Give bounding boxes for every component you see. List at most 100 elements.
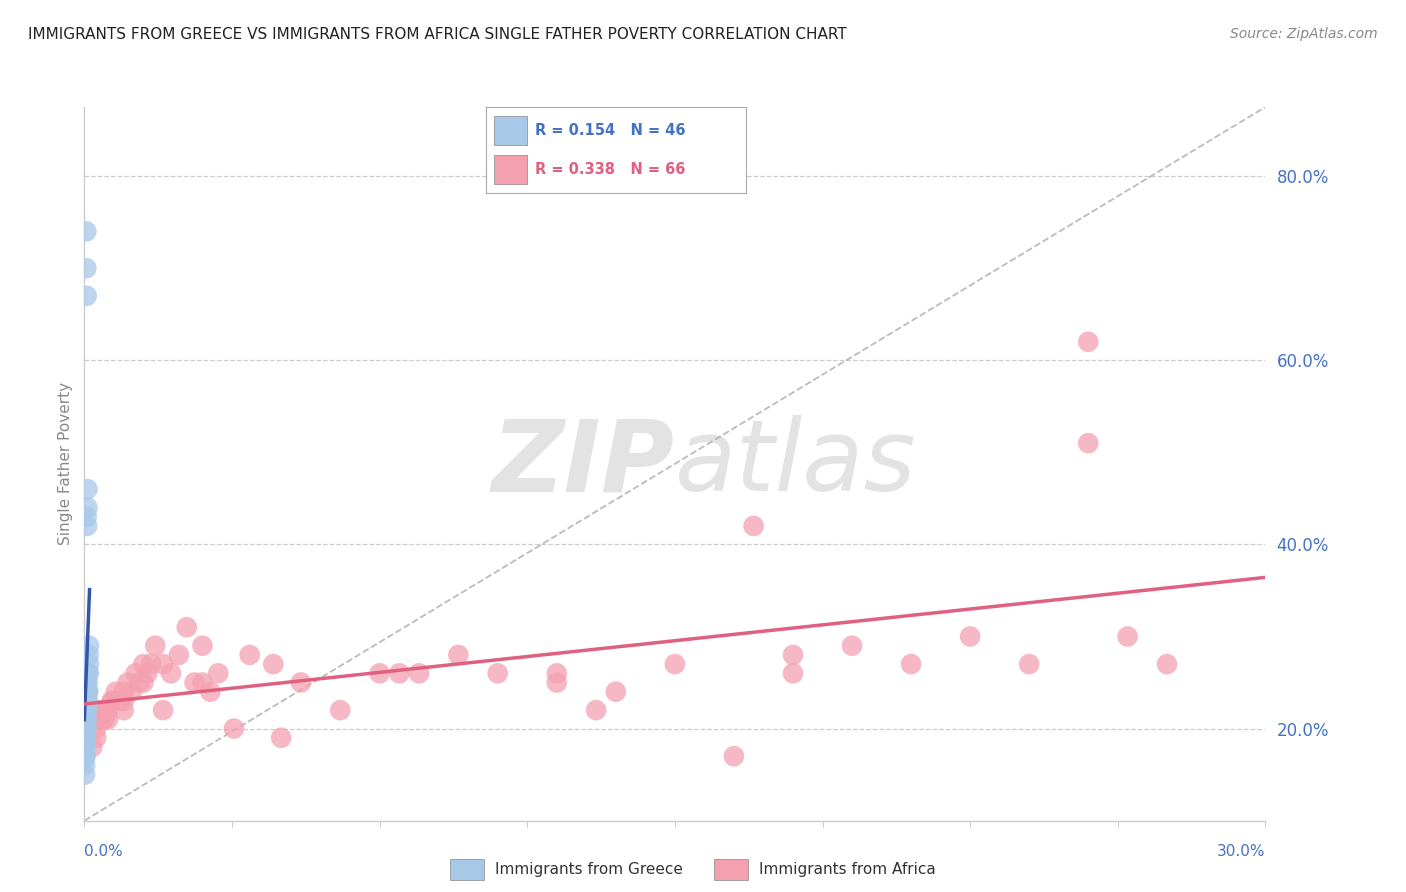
Point [75,722,97,736]
Point [143,639,166,653]
Point [75,675,97,690]
Text: R = 0.338   N = 66: R = 0.338 N = 66 [536,162,686,177]
Point [75,758,97,772]
Point [76,482,98,496]
Point [742,519,765,533]
Point [486,666,509,681]
Text: ZIP: ZIP [492,416,675,512]
Point [1018,657,1040,672]
Point [368,666,391,681]
Point [101,694,124,708]
Point [75,712,97,726]
Point [75,703,97,717]
Point [152,703,174,717]
Point [97,703,120,717]
Point [77,648,100,662]
Point [77,639,100,653]
Point [75,703,97,717]
Bar [494,155,527,184]
Point [132,657,155,672]
Point [75,712,97,726]
Point [97,712,120,726]
Point [75,694,97,708]
Point [76,519,98,533]
Point [77,675,100,690]
Text: IMMIGRANTS FROM GREECE VS IMMIGRANTS FROM AFRICA SINGLE FATHER POVERTY CORRELATI: IMMIGRANTS FROM GREECE VS IMMIGRANTS FRO… [28,27,846,42]
Y-axis label: Single Father Poverty: Single Father Poverty [58,383,73,545]
Point [290,675,312,690]
Point [124,666,146,681]
Point [75,703,97,717]
Point [191,639,214,653]
Point [207,666,229,681]
Point [1077,334,1099,349]
Point [76,694,98,708]
Point [112,694,135,708]
Point [222,722,245,736]
Point [239,648,262,662]
Point [782,648,804,662]
Text: 0.0%: 0.0% [84,844,124,859]
Point [176,620,198,634]
Point [329,703,352,717]
Point [191,675,214,690]
Point [152,657,174,672]
Point [183,675,205,690]
Point [1156,657,1178,672]
Point [262,657,284,672]
Point [447,648,470,662]
Point [900,657,922,672]
Point [75,731,97,745]
Point [104,694,127,708]
Point [75,694,97,708]
Point [75,739,97,754]
Point [200,684,222,698]
Point [82,739,104,754]
Point [75,722,97,736]
Point [77,666,100,681]
Point [75,749,97,764]
Text: Immigrants from Africa: Immigrants from Africa [759,863,936,877]
Point [104,684,127,698]
Point [75,694,97,708]
Point [84,722,107,736]
Point [76,684,98,698]
Point [77,694,100,708]
Point [76,500,98,515]
Point [1116,630,1139,644]
Point [75,224,97,238]
Point [723,749,745,764]
Point [89,712,111,726]
Point [76,684,98,698]
Point [77,684,100,698]
Point [75,712,97,726]
Point [585,703,607,717]
Point [75,722,97,736]
Point [112,684,135,698]
Point [101,694,124,708]
Bar [450,859,484,880]
Point [76,703,98,717]
Point [160,666,183,681]
Point [76,703,98,717]
Point [75,703,97,717]
Text: Immigrants from Greece: Immigrants from Greece [495,863,683,877]
Point [75,666,97,681]
Point [841,639,863,653]
Point [117,675,139,690]
Point [82,712,104,726]
Point [84,731,107,745]
Text: Source: ZipAtlas.com: Source: ZipAtlas.com [1230,27,1378,41]
Point [93,712,115,726]
Text: atlas: atlas [675,416,917,512]
Point [77,666,100,681]
Point [93,712,115,726]
Point [77,657,100,672]
Point [782,666,804,681]
Point [605,684,627,698]
Point [76,712,98,726]
Point [76,289,98,303]
Point [112,703,135,717]
Point [270,731,292,745]
Point [76,509,98,524]
